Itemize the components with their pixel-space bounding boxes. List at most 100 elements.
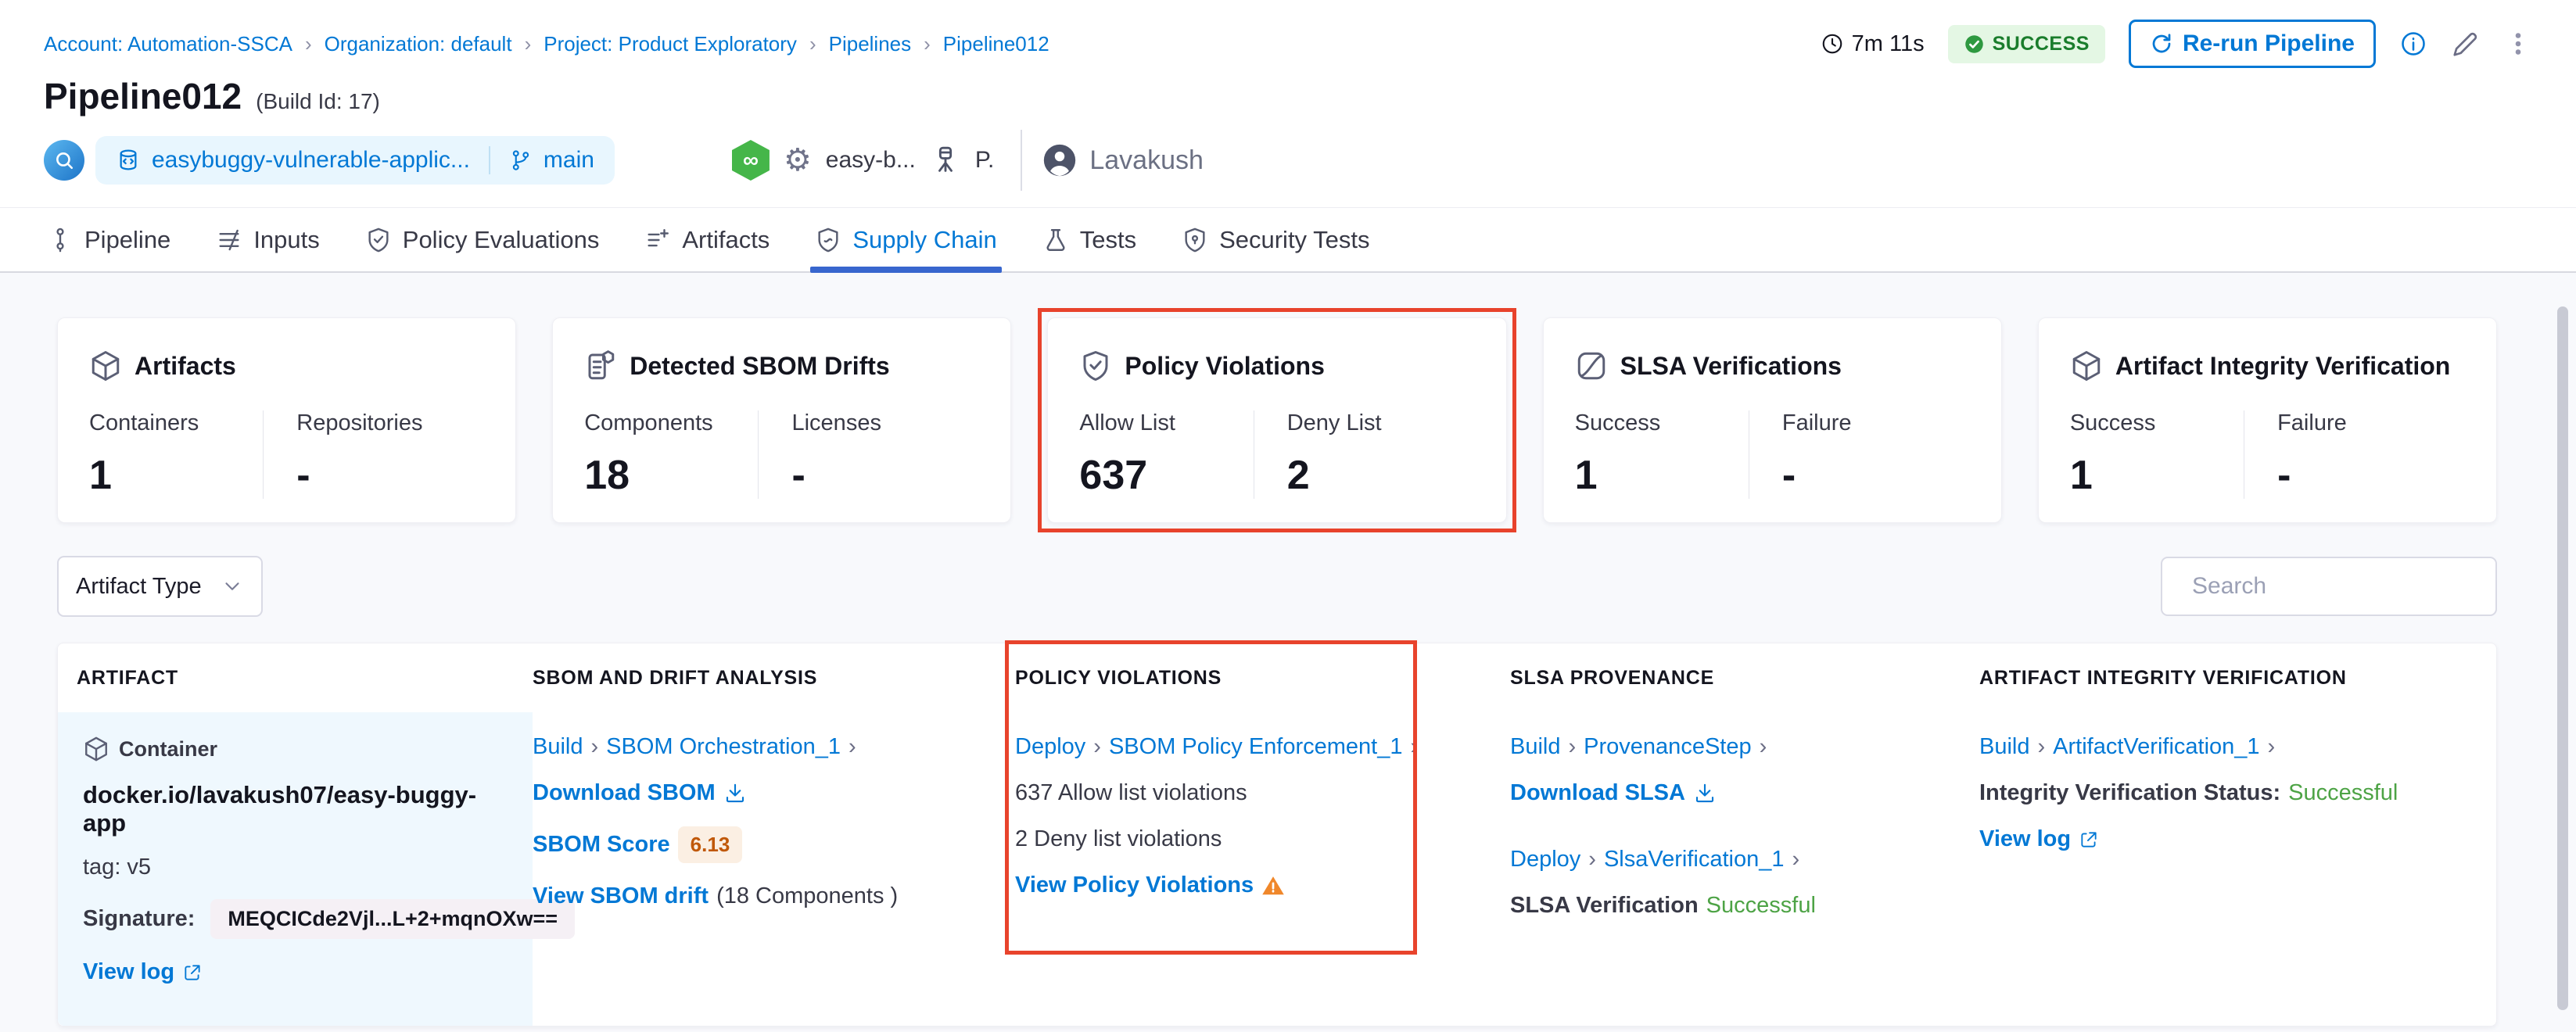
integrity-status-label: Integrity Verification Status: <box>1979 780 2280 806</box>
view-sbom-drift-link[interactable]: View SBOM drift <box>533 883 709 909</box>
sbom-step-link[interactable]: SBOM Orchestration_1 <box>606 734 841 760</box>
tab-inputs[interactable]: Inputs <box>216 208 319 271</box>
trigger-initial: P. <box>975 147 994 174</box>
card-title: Artifact Integrity Verification <box>2115 352 2451 381</box>
breadcrumb-separator-icon: › <box>525 32 532 56</box>
card-sbom-drifts: Detected SBOM Drifts Components 18 Licen… <box>552 317 1011 523</box>
breadcrumb: Account: Automation-SSCA › Organization:… <box>44 32 1049 56</box>
card-artifact-integrity: Artifact Integrity Verification Success … <box>2038 317 2497 523</box>
integrity-cell: Build › ArtifactVerification_1 › Integri… <box>1979 712 2496 1026</box>
tab-policy-evaluations[interactable]: Policy Evaluations <box>365 208 600 271</box>
branch-name: main <box>544 147 594 174</box>
tab-tests[interactable]: Tests <box>1042 208 1136 271</box>
stat-value: - <box>791 452 979 499</box>
policy-stage-link[interactable]: Deploy <box>1015 734 1085 760</box>
page-title: Pipeline012 <box>44 75 242 117</box>
chevron-right-icon: › <box>849 734 856 760</box>
view-log-link[interactable]: View log <box>1979 826 2071 852</box>
breadcrumb-separator-icon: › <box>305 32 312 56</box>
stat-label: Failure <box>1782 410 1970 436</box>
signature-value: MEQCICde2Vjl...L+2+mqnOXw== <box>210 899 575 939</box>
slsa-stage2-link[interactable]: Deploy <box>1510 847 1580 873</box>
supply-chain-content: Artifacts Containers 1 Repositories - <box>0 273 2576 1032</box>
edit-pipeline-button[interactable] <box>2451 29 2481 59</box>
integrity-step-link[interactable]: ArtifactVerification_1 <box>2053 734 2259 760</box>
execution-tabs: Pipeline Inputs Policy Evaluations Artif… <box>0 207 2576 273</box>
download-sbom-link[interactable]: Download SBOM <box>533 780 716 806</box>
download-slsa-link[interactable]: Download SLSA <box>1510 780 1685 806</box>
security-shield-icon <box>1182 227 1208 253</box>
column-header-artifact: ARTIFACT <box>58 667 533 690</box>
info-button[interactable] <box>2399 30 2427 58</box>
view-log-link[interactable]: View log <box>83 959 174 985</box>
policy-cell: Deploy › SBOM Policy Enforcement_1 › 637… <box>1005 712 1510 1026</box>
duration-text: 7m 11s <box>1852 31 1925 57</box>
artifact-tag: tag: v5 <box>83 855 509 880</box>
card-title: Detected SBOM Drifts <box>630 352 890 381</box>
tab-artifacts[interactable]: Artifacts <box>644 208 770 271</box>
chevron-down-icon <box>221 575 244 598</box>
slsa-stage1-link[interactable]: Build <box>1510 734 1561 760</box>
sbom-stage-link[interactable]: Build <box>533 734 583 760</box>
stat-value: - <box>2277 452 2465 499</box>
card-title: Policy Violations <box>1125 352 1324 381</box>
sbom-score-link[interactable]: SBOM Score <box>533 832 670 858</box>
repo-branch-pill[interactable]: easybuggy-vulnerable-applic... main <box>95 136 615 185</box>
kebab-menu-icon <box>2504 30 2532 58</box>
more-options-button[interactable] <box>2504 30 2532 58</box>
sbom-document-icon <box>584 349 617 382</box>
integrity-stage-link[interactable]: Build <box>1979 734 2030 760</box>
webhook-icon: ∞ <box>732 140 770 181</box>
view-policy-violations-link[interactable]: View Policy Violations <box>1015 873 1254 898</box>
stat-value: - <box>296 452 484 499</box>
search-input[interactable] <box>2192 573 2494 600</box>
stat-value: 18 <box>584 452 758 499</box>
slsa-step2-link[interactable]: SlsaVerification_1 <box>1604 847 1785 873</box>
triggered-by-user: Lavakush <box>1042 143 1204 177</box>
card-policy-violations: Policy Violations Allow List 637 Deny Li… <box>1047 317 1506 523</box>
sbom-drift-components: (18 Components ) <box>716 883 898 909</box>
integrity-status-value: Successful <box>2288 780 2398 806</box>
tab-supply-chain[interactable]: Supply Chain <box>815 208 996 271</box>
breadcrumb-pipelines[interactable]: Pipelines <box>829 32 912 56</box>
cube-icon <box>89 349 122 382</box>
stat-value: 1 <box>1575 452 1749 499</box>
build-id: (Build Id: 17) <box>256 89 380 114</box>
stat-value: 1 <box>2070 452 2244 499</box>
container-cube-icon <box>83 736 109 762</box>
top-bar: Account: Automation-SSCA › Organization:… <box>0 0 2576 207</box>
slsa-icon <box>1575 349 1608 382</box>
sbom-score-badge: 6.13 <box>678 826 743 863</box>
policy-step-link[interactable]: SBOM Policy Enforcement_1 <box>1109 734 1403 760</box>
search-box <box>2161 557 2497 616</box>
breadcrumb-project[interactable]: Project: Product Exploratory <box>544 32 797 56</box>
stat-label: Allow List <box>1079 410 1253 436</box>
column-header-integrity: ARTIFACT INTEGRITY VERIFICATION <box>1979 667 2496 690</box>
scrollbar-thumb[interactable] <box>2557 306 2568 1010</box>
card-title: SLSA Verifications <box>1620 352 1842 381</box>
breadcrumb-account[interactable]: Account: Automation-SSCA <box>44 32 292 56</box>
vertical-divider <box>1021 130 1022 191</box>
rerun-pipeline-button[interactable]: Re-run Pipeline <box>2129 20 2376 68</box>
stat-label: Licenses <box>791 410 979 436</box>
slsa-verification-label: SLSA Verification <box>1510 893 1699 919</box>
shield-check-icon <box>1079 349 1112 382</box>
stat-label: Deny List <box>1287 410 1475 436</box>
page: Account: Automation-SSCA › Organization:… <box>0 0 2576 1032</box>
gear-icon: ⚙ <box>784 145 812 176</box>
breadcrumb-org[interactable]: Organization: default <box>325 32 512 56</box>
artifact-type-select[interactable]: Artifact Type <box>57 556 263 617</box>
stat-value: 1 <box>89 452 263 499</box>
slsa-step1-link[interactable]: ProvenanceStep <box>1584 734 1751 760</box>
deny-list-violations: 2 Deny list violations <box>1015 826 1510 852</box>
breadcrumb-pipeline012[interactable]: Pipeline012 <box>943 32 1049 56</box>
stat-label: Components <box>584 410 758 436</box>
summary-cards: Artifacts Containers 1 Repositories - <box>57 317 2497 523</box>
external-link-icon <box>182 962 203 983</box>
tab-pipeline[interactable]: Pipeline <box>47 208 170 271</box>
cube-icon <box>2070 349 2103 382</box>
status-badge: SUCCESS <box>1948 25 2105 63</box>
top-actions: 7m 11s SUCCESS Re-run Pipeline <box>1821 20 2532 68</box>
chevron-right-icon: › <box>2038 734 2046 760</box>
tab-security-tests[interactable]: Security Tests <box>1182 208 1369 271</box>
